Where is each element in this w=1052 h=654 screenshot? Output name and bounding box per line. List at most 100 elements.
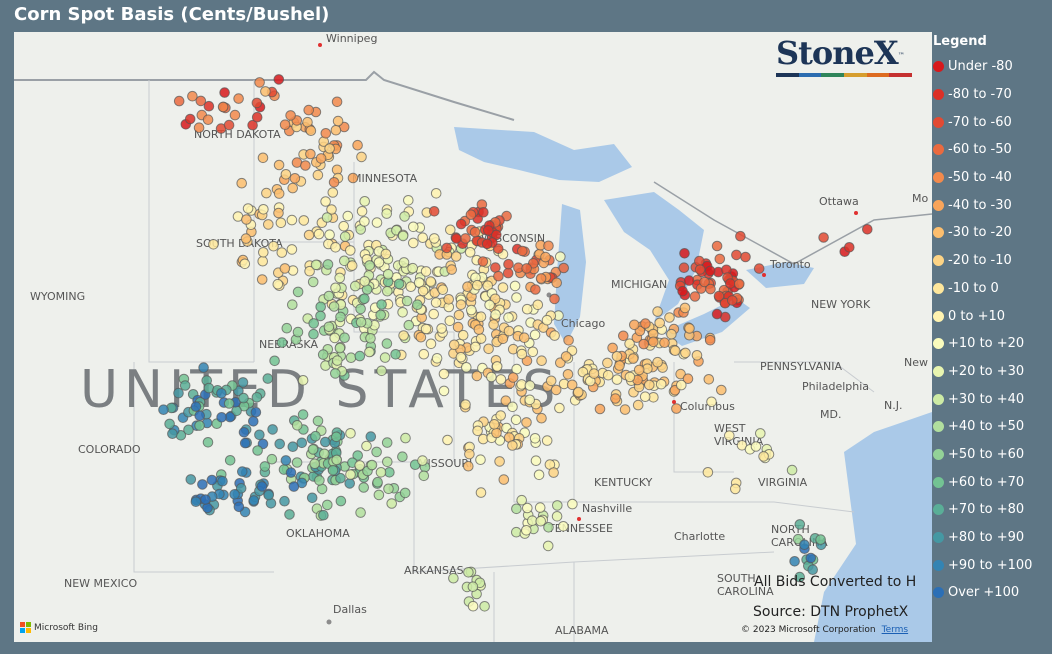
basis-point[interactable] xyxy=(364,346,375,358)
basis-point[interactable] xyxy=(303,229,315,241)
basis-point[interactable] xyxy=(229,489,240,500)
basis-point[interactable] xyxy=(669,345,681,357)
basis-point[interactable] xyxy=(375,467,387,478)
basis-point[interactable] xyxy=(566,379,578,391)
basis-point[interactable] xyxy=(725,278,736,289)
basis-point[interactable] xyxy=(755,428,766,439)
basis-point[interactable] xyxy=(258,204,269,215)
basis-point[interactable] xyxy=(563,335,574,346)
basis-point[interactable] xyxy=(195,95,207,107)
basis-point[interactable] xyxy=(328,301,340,312)
basis-point[interactable] xyxy=(273,207,284,219)
basis-point[interactable] xyxy=(527,346,539,358)
basis-point[interactable] xyxy=(500,395,512,407)
basis-point[interactable] xyxy=(493,270,504,282)
basis-point[interactable] xyxy=(263,489,274,501)
basis-point[interactable] xyxy=(530,284,541,295)
basis-point[interactable] xyxy=(376,365,387,377)
basis-point[interactable] xyxy=(273,74,285,85)
basis-point[interactable] xyxy=(473,324,485,335)
basis-point[interactable] xyxy=(428,206,440,217)
basis-point[interactable] xyxy=(239,258,251,270)
basis-point[interactable] xyxy=(286,214,298,226)
basis-point[interactable] xyxy=(497,333,509,345)
basis-point[interactable] xyxy=(477,256,489,267)
basis-point[interactable] xyxy=(511,503,522,515)
basis-point[interactable] xyxy=(705,283,716,295)
basis-point[interactable] xyxy=(358,482,370,493)
basis-point[interactable] xyxy=(216,388,227,399)
basis-point[interactable] xyxy=(455,351,467,363)
basis-point[interactable] xyxy=(540,251,551,263)
basis-point[interactable] xyxy=(507,401,518,413)
basis-point[interactable] xyxy=(466,304,477,316)
basis-point[interactable] xyxy=(354,350,366,362)
basis-point[interactable] xyxy=(203,382,215,394)
basis-point[interactable] xyxy=(323,290,335,302)
basis-point[interactable] xyxy=(750,441,762,452)
basis-point[interactable] xyxy=(619,404,631,415)
basis-point[interactable] xyxy=(276,247,288,258)
basis-point[interactable] xyxy=(202,114,214,125)
basis-point[interactable] xyxy=(309,458,321,470)
basis-point[interactable] xyxy=(187,90,198,102)
basis-point[interactable] xyxy=(332,355,343,366)
basis-point[interactable] xyxy=(716,384,727,396)
basis-point[interactable] xyxy=(524,394,536,406)
basis-point[interactable] xyxy=(702,467,714,478)
basis-point[interactable] xyxy=(462,281,473,292)
basis-point[interactable] xyxy=(446,264,458,275)
basis-point[interactable] xyxy=(236,177,247,189)
basis-point[interactable] xyxy=(475,333,487,344)
basis-point[interactable] xyxy=(460,399,471,410)
basis-point[interactable] xyxy=(463,567,474,578)
basis-point[interactable] xyxy=(417,285,429,297)
basis-point[interactable] xyxy=(371,446,382,458)
basis-point[interactable] xyxy=(329,332,341,344)
basis-point[interactable] xyxy=(452,321,464,333)
basis-point[interactable] xyxy=(194,410,205,422)
basis-map[interactable]: UNITED STATES Winnipeg NORTH DAKOTA MINN… xyxy=(14,32,932,642)
basis-point[interactable] xyxy=(306,492,318,504)
basis-point[interactable] xyxy=(339,231,351,242)
basis-point[interactable] xyxy=(714,253,726,265)
basis-point[interactable] xyxy=(256,274,268,285)
basis-point[interactable] xyxy=(359,293,370,305)
basis-point[interactable] xyxy=(327,187,339,198)
basis-point[interactable] xyxy=(521,263,532,274)
basis-point[interactable] xyxy=(375,309,387,321)
basis-point[interactable] xyxy=(320,436,331,448)
basis-point[interactable] xyxy=(535,515,547,527)
basis-point[interactable] xyxy=(618,330,629,342)
basis-point[interactable] xyxy=(450,251,462,262)
basis-point[interactable] xyxy=(521,417,532,428)
basis-point[interactable] xyxy=(441,242,453,254)
basis-point[interactable] xyxy=(307,276,319,288)
basis-point[interactable] xyxy=(461,362,472,373)
basis-point[interactable] xyxy=(332,115,344,127)
basis-point[interactable] xyxy=(319,448,330,460)
basis-point[interactable] xyxy=(190,496,202,508)
basis-point[interactable] xyxy=(498,474,510,485)
basis-point[interactable] xyxy=(298,215,310,226)
basis-point[interactable] xyxy=(648,336,659,348)
basis-point[interactable] xyxy=(503,312,514,323)
basis-point[interactable] xyxy=(251,111,263,123)
basis-point[interactable] xyxy=(403,195,414,206)
basis-point[interactable] xyxy=(223,398,235,409)
basis-point[interactable] xyxy=(521,303,533,315)
basis-point[interactable] xyxy=(567,498,578,510)
basis-point[interactable] xyxy=(345,352,357,364)
basis-point[interactable] xyxy=(251,392,263,403)
basis-point[interactable] xyxy=(805,552,817,564)
basis-point[interactable] xyxy=(315,153,327,164)
basis-point[interactable] xyxy=(671,403,682,414)
basis-point[interactable] xyxy=(464,247,476,258)
basis-point[interactable] xyxy=(285,110,296,121)
basis-point[interactable] xyxy=(550,384,562,396)
basis-point[interactable] xyxy=(457,329,469,341)
basis-point[interactable] xyxy=(251,97,263,109)
basis-point[interactable] xyxy=(438,385,450,397)
basis-point[interactable] xyxy=(320,128,332,139)
basis-point[interactable] xyxy=(491,361,503,372)
